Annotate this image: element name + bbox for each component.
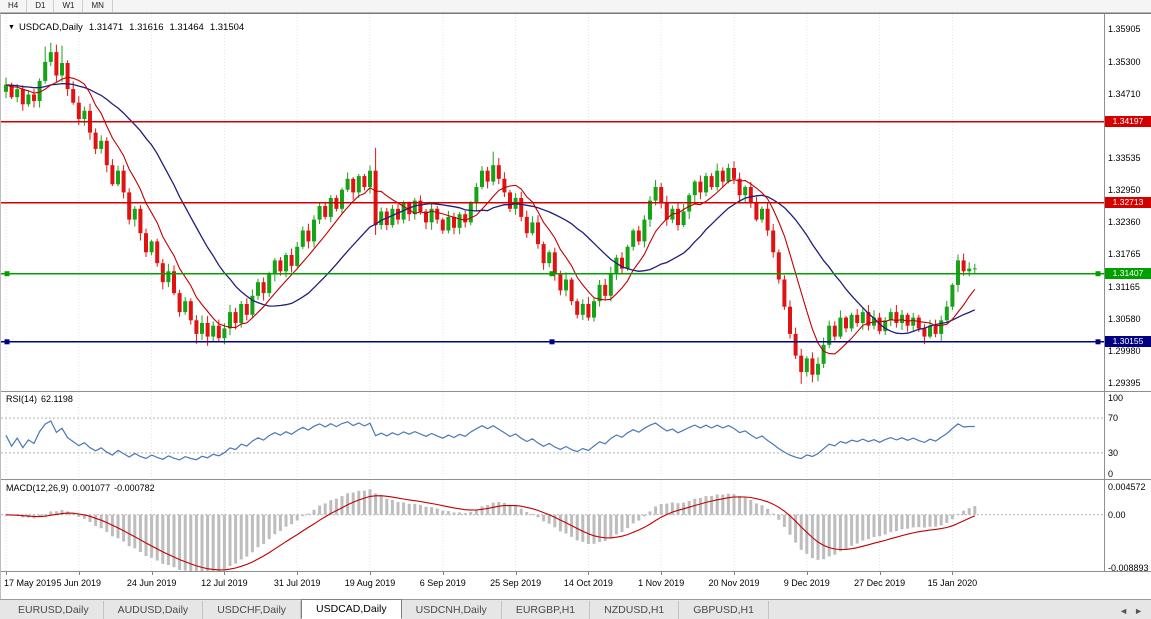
tabs-scroll-right-icon[interactable]: ► [1134, 606, 1143, 616]
macd-tick: 0.004572 [1108, 482, 1146, 493]
chart-tab-usdcad-daily[interactable]: USDCAD,Daily [301, 599, 402, 619]
time-axis-tick [224, 572, 226, 575]
panel-separator-rsi[interactable] [1, 391, 1151, 392]
time-axis: 17 May 2019 5 Jun 2019 24 Jun 2019 12 Jul 2… [1, 572, 1151, 600]
timeframe-button-d1[interactable]: D1 [27, 0, 55, 12]
panel-separator-macd[interactable] [1, 479, 1151, 480]
chart-tabs: EURUSD,Daily AUDUSD,Daily USDCHF,Daily USDC… [0, 599, 769, 619]
price-tick: 1.32950 [1108, 184, 1141, 195]
time-axis-tick [661, 572, 663, 575]
price-marker: 1.31407 [1105, 268, 1151, 280]
time-axis-label: 12 Jul 2019 [201, 578, 248, 588]
chart-tab-eurgbp-h1[interactable]: EURGBP,H1 [502, 601, 591, 619]
time-axis-tick [806, 572, 808, 575]
time-axis-tick [879, 572, 881, 575]
time-axis-tick [734, 572, 735, 575]
rsi-tick: 70 [1108, 413, 1119, 424]
tab-scroll-arrows: ◄ ► [1119, 606, 1151, 619]
macd-tick: 0.00 [1108, 509, 1126, 520]
time-axis-tick [78, 572, 80, 575]
price-tick: 1.31765 [1108, 249, 1141, 260]
time-axis-label: 6 Sep 2019 [419, 578, 466, 588]
price-axis-separator [1104, 14, 1105, 571]
time-axis-tick [515, 572, 517, 575]
rsi-tick: 30 [1108, 447, 1119, 458]
chart-symbol-period: USDCAD,Daily [18, 22, 83, 33]
chart-tab-usdchf-daily[interactable]: USDCHF,Daily [203, 601, 302, 619]
macd-panel-chart[interactable] [1, 480, 1151, 571]
price-tick: 1.29395 [1108, 378, 1141, 389]
price-tick: 1.33535 [1108, 152, 1141, 163]
chart-tab-bar: EURUSD,Daily AUDUSD,Daily USDCHF,Daily USDC… [0, 599, 1151, 619]
price-marker: 1.30155 [1105, 336, 1151, 348]
price-tick: 1.32360 [1108, 216, 1141, 227]
main-price-chart[interactable] [1, 14, 1151, 391]
tabs-scroll-left-icon[interactable]: ◄ [1119, 606, 1129, 616]
time-axis-tick [370, 572, 371, 575]
chart-tab-gbpusd-h1[interactable]: GBPUSD,H1 [679, 601, 769, 619]
symbol-dropdown-icon[interactable]: ▼ [8, 24, 15, 31]
chart-window[interactable]: ▼ USDCAD,Daily 1.31471 1.31616 1.31464 1.3150… [0, 13, 1151, 599]
timeframe-toolbar: H4 D1 W1 MN [0, 0, 1151, 13]
price-tick: 1.31165 [1108, 281, 1140, 292]
time-axis-label: 9 Dec 2019 [783, 578, 830, 588]
rsi-panel-chart[interactable] [1, 392, 1151, 479]
rsi-tick: 100 [1108, 393, 1124, 403]
ohlc-close: 1.31504 [209, 22, 245, 33]
time-axis-label: 14 Oct 2019 [563, 578, 613, 588]
chart-ohlc-info: ▼ USDCAD,Daily 1.31471 1.31616 1.31464 1.3150… [8, 22, 244, 33]
macd-signal-value: -0.000782 [114, 483, 155, 493]
ohlc-open: 1.31471 [88, 22, 124, 33]
price-tick: 1.35905 [1108, 24, 1141, 34]
time-axis-tick [297, 572, 299, 575]
time-axis-label: 20 Nov 2019 [708, 578, 760, 588]
price-tick: 1.29980 [1108, 346, 1141, 357]
time-axis-label: 25 Sep 2019 [490, 578, 542, 588]
macd-indicator-label: MACD(12,26,9) 0.001077 -0.000782 [6, 483, 159, 493]
chart-tab-audusd-daily[interactable]: AUDUSD,Daily [104, 601, 204, 619]
chart-tab-usdcnh-daily[interactable]: USDCNH,Daily [402, 601, 502, 619]
time-axis-label: 31 Jul 2019 [273, 578, 321, 588]
price-marker: 1.34197 [1105, 116, 1151, 128]
rsi-tick: 0 [1108, 469, 1114, 479]
panel-separator-timeaxis [1, 571, 1151, 572]
rsi-value: 62.1198 [41, 394, 73, 404]
timeframe-button-h4[interactable]: H4 [0, 0, 28, 12]
timeframe-button-mn[interactable]: MN [83, 0, 113, 12]
time-axis-tick [6, 572, 7, 575]
macd-tick: -0.008893 [1108, 563, 1149, 573]
time-axis-tick [588, 572, 590, 575]
time-axis-label: 5 Jun 2019 [56, 578, 102, 588]
macd-name: MACD(12,26,9) [6, 483, 69, 493]
ohlc-high: 1.31616 [129, 22, 164, 33]
time-axis-label: 17 May 2019 [4, 578, 57, 588]
macd-main-value: 0.001077 [72, 483, 111, 493]
time-axis-label: 19 Aug 2019 [344, 578, 396, 588]
time-axis-label: 24 Jun 2019 [126, 578, 177, 588]
time-axis-tick [952, 572, 954, 575]
price-marker: 1.32713 [1105, 197, 1151, 209]
time-axis-label: 27 Dec 2019 [854, 578, 906, 588]
price-tick: 1.30580 [1108, 313, 1141, 324]
price-tick: 1.35300 [1108, 56, 1141, 67]
chart-tab-eurusd-daily[interactable]: EURUSD,Daily [4, 601, 104, 619]
chart-tab-nzdusd-h1[interactable]: NZDUSD,H1 [590, 601, 680, 619]
time-axis-tick [151, 572, 153, 575]
time-axis-label: 15 Jan 2020 [927, 578, 978, 588]
time-axis-label: 1 Nov 2019 [638, 578, 685, 588]
rsi-indicator-label: RSI(14) 62.1198 [6, 394, 77, 404]
rsi-name: RSI(14) [6, 394, 38, 404]
time-axis-tick [442, 572, 444, 575]
price-tick: 1.34710 [1108, 89, 1141, 99]
ohlc-low: 1.31464 [169, 22, 204, 33]
timeframe-button-w1[interactable]: W1 [54, 0, 84, 12]
